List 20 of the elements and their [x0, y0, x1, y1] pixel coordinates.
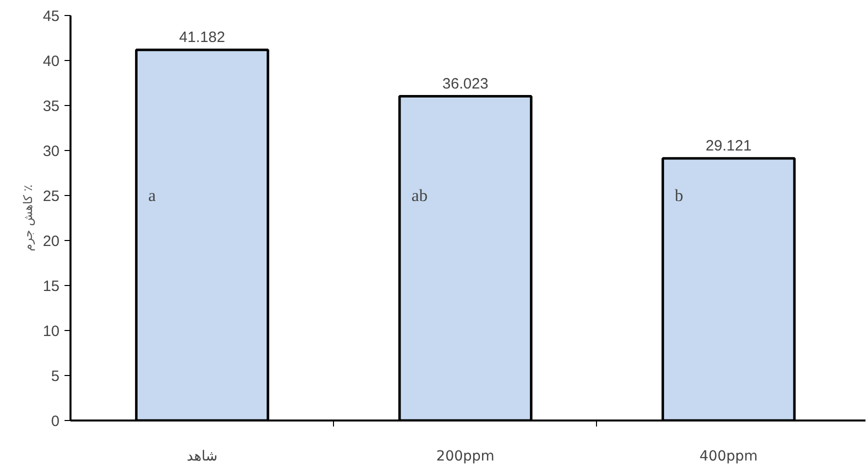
y-tick-label: 40 — [42, 53, 60, 70]
x-tick-label: شاهد — [186, 448, 218, 464]
data-label: 41.182 — [179, 28, 226, 46]
y-tick-label: 25 — [42, 188, 60, 205]
y-tick-label: 20 — [42, 233, 60, 250]
y-tick-label: 0 — [51, 413, 60, 430]
x-tick-label: 200ppm — [436, 448, 494, 464]
y-tick-label: 30 — [42, 143, 60, 160]
annotation: a — [148, 186, 156, 206]
y-axis-title: کاهش جرم ٪ — [20, 184, 35, 252]
y-tick-label: 5 — [51, 368, 60, 385]
data-label: 29.121 — [706, 137, 752, 154]
y-tick-label: 45 — [42, 8, 60, 25]
y-tick-label: 35 — [42, 98, 60, 115]
x-tick-label: 400ppm — [700, 448, 758, 464]
y-tick-label: 10 — [42, 323, 60, 340]
annotation: ab — [412, 186, 428, 206]
data-label: 36.023 — [442, 75, 488, 92]
y-tick-label: 15 — [42, 278, 60, 295]
annotation: b — [674, 186, 684, 206]
